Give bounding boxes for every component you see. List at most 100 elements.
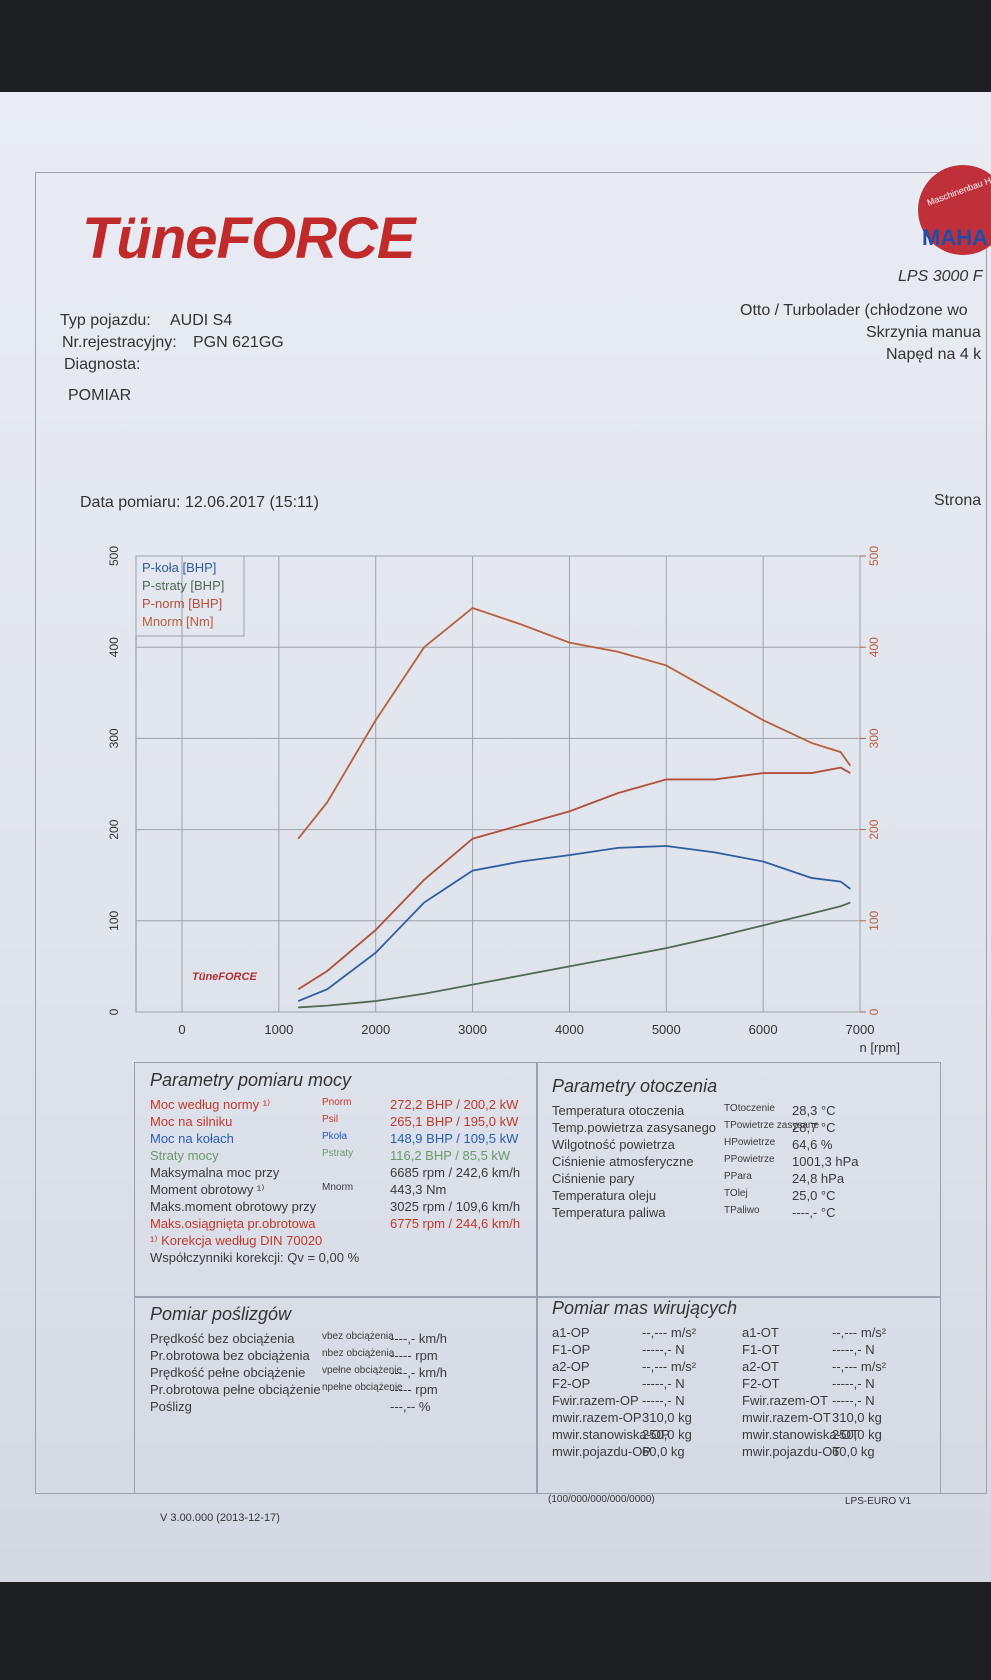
table-cell: -----,- N xyxy=(832,1376,875,1391)
table-cell: F2-OP xyxy=(552,1376,591,1391)
table-cell: F1-OP xyxy=(552,1342,591,1357)
watermark: TüneFORCE xyxy=(192,971,257,983)
software: LPS-EURO V1 xyxy=(845,1496,912,1507)
table-row: Temperatura otoczenia TOtoczenie 28,3 °C xyxy=(552,1103,932,1120)
emblem-brand: MAHA xyxy=(922,225,988,250)
table-row: Prędkość bez obciążenia vbez obciążenia --… xyxy=(150,1331,540,1348)
logo: TüneFORCE xyxy=(82,206,416,271)
table-cell: Wilgotność powietrza xyxy=(552,1137,675,1152)
table-cell: 24,8 hPa xyxy=(792,1171,845,1186)
y2-tick-label: 400 xyxy=(867,637,881,657)
table-cell: 64,6 % xyxy=(792,1137,833,1152)
table-cell: 60,0 kg xyxy=(832,1444,875,1459)
x-tick-label: 0 xyxy=(178,1022,185,1037)
table-row: F1-OP -----,- N F1-OT -----,- N xyxy=(552,1342,932,1359)
y2-tick-label: 0 xyxy=(867,1008,881,1015)
table-cell: 1001,3 hPa xyxy=(792,1154,859,1169)
table-title: Parametry otoczenia xyxy=(552,1076,718,1096)
table-row: a1-OP --,--- m/s² a1-OT --,--- m/s² xyxy=(552,1325,932,1342)
table-row: Pr.obrotowa pełne obciążenie npełne obcią… xyxy=(150,1382,540,1399)
table-cell: 28,7 °C xyxy=(792,1120,836,1135)
table-cell: PPara xyxy=(724,1171,752,1182)
table-cell: F2-OT xyxy=(742,1376,780,1391)
table-cell: mwir.razem-OP xyxy=(552,1410,642,1425)
y-tick-label: 0 xyxy=(107,1008,121,1015)
table-cell: 6775 rpm / 244,6 km/h xyxy=(390,1216,521,1231)
veh-label: Diagnosta: xyxy=(64,356,141,373)
y-tick-label: 500 xyxy=(107,546,121,566)
table-cell: nbez obciążenia xyxy=(322,1348,395,1359)
table-cell: 28,3 °C xyxy=(792,1103,836,1118)
table-cell: Fwir.razem-OP xyxy=(552,1393,639,1408)
table-row: Temperatura oleju TOlej 25,0 °C xyxy=(552,1188,932,1205)
table-cell: mwir.pojazdu-OT xyxy=(742,1444,841,1459)
table-row: Moc według normy ¹⁾ Pnorm 272,2 BHP / 200,… xyxy=(150,1097,540,1114)
ambient-table: Parametry otoczenia Temperatura otoczenia… xyxy=(552,1076,932,1222)
table-row: Maksymalna moc przy 6685 rpm / 242,6 km/h xyxy=(150,1165,540,1182)
table-cell: --,--- m/s² xyxy=(832,1359,887,1374)
table-row: Ciśnienie pary PPara 24,8 hPa xyxy=(552,1171,932,1188)
table-cell: Maksymalna moc przy xyxy=(150,1165,280,1180)
table-cell: 443,3 Nm xyxy=(390,1182,447,1197)
table-cell: 148,9 BHP / 109,5 kW xyxy=(390,1131,519,1146)
table-cell: mwir.pojazdu-OP xyxy=(552,1444,651,1459)
table-cell: -----,- N xyxy=(642,1393,685,1408)
table-cell: a1-OP xyxy=(552,1325,590,1340)
table-row: Temperatura paliwa TPaliwo ----,- °C xyxy=(552,1205,932,1222)
legend-entry: P-straty [BHP] xyxy=(142,578,224,593)
table-cell: Psil xyxy=(322,1114,339,1125)
veh-value: AUDI S4 xyxy=(170,312,233,329)
table-cell: ¹⁾ Korekcja według DIN 70020 xyxy=(150,1233,323,1248)
table-cell: TOtoczenie xyxy=(724,1103,775,1114)
series-line xyxy=(297,766,851,990)
table-row: Maks.osiągnięta pr.obrotowa 6775 rpm / 24… xyxy=(150,1216,540,1233)
table-cell: TPaliwo xyxy=(724,1205,760,1216)
table-row: Temp.powietrza zasysanego TPowietrze zasy… xyxy=(552,1120,932,1137)
table-cell: mwir.stanowiska-OP xyxy=(552,1427,670,1442)
table-row: Fwir.razem-OP -----,- N Fwir.razem-OT -----… xyxy=(552,1393,932,1410)
table-row: Straty mocy Pstraty 116,2 BHP / 85,5 kW xyxy=(150,1148,540,1165)
series-line xyxy=(297,606,852,840)
divider xyxy=(134,1296,941,1298)
table-cell: Pr.obrotowa pełne obciążenie xyxy=(150,1382,321,1397)
page-label: Strona xyxy=(934,492,982,509)
table-cell: mwir.stanowiska-OT xyxy=(742,1427,860,1442)
x-tick-label: 1000 xyxy=(264,1022,293,1037)
table-cell: 3025 rpm / 109,6 km/h xyxy=(390,1199,521,1214)
table-row: F2-OP -----,- N F2-OT -----,- N xyxy=(552,1376,932,1393)
version: V 3.00.000 (2013-12-17) xyxy=(160,1512,280,1524)
section: POMIAR xyxy=(68,387,132,404)
table-row: Współczynniki korekcji: Qv = 0,00 % xyxy=(150,1250,540,1267)
table-cell: --,--- m/s² xyxy=(642,1325,697,1340)
table-row: Wilgotność powietrza HPowietrze 64,6 % xyxy=(552,1137,932,1154)
table-cell: Moc na silniku xyxy=(150,1114,233,1129)
table-cell: 250,0 kg xyxy=(832,1427,882,1442)
legend-box xyxy=(135,555,245,637)
series-line xyxy=(298,901,851,1009)
table-cell: ----- rpm xyxy=(390,1348,438,1363)
table-cell: -----,- N xyxy=(642,1342,685,1357)
y2-tick-label: 300 xyxy=(867,728,881,748)
chart: 0 1000 2000 3000 4000 5000 6000 700001002003004… xyxy=(107,546,900,1055)
table-cell: 265,1 BHP / 195,0 kW xyxy=(390,1114,519,1129)
table-row: mwir.stanowiska-OP 250,0 kg mwir.stanowisk… xyxy=(552,1427,932,1444)
table-title: Pomiar poślizgów xyxy=(150,1304,292,1324)
legend-entry: Mnorm [Nm] xyxy=(142,614,214,629)
table-title: Parametry pomiaru mocy xyxy=(150,1070,352,1090)
code: (100/000/000/000/0000) xyxy=(548,1494,655,1505)
table-cell: Poślizg xyxy=(150,1399,192,1414)
table-cell: PPowietrze xyxy=(724,1154,775,1165)
table-cell: ----- rpm xyxy=(390,1382,438,1397)
table-cell: npełne obciążenie xyxy=(322,1382,403,1393)
table-cell: --,--- m/s² xyxy=(642,1359,697,1374)
table-cell: 6685 rpm / 242,6 km/h xyxy=(390,1165,521,1180)
table-row: Maks.moment obrotowy przy 3025 rpm / 109,… xyxy=(150,1199,540,1216)
table-cell: ----,- °C xyxy=(792,1205,836,1220)
x-axis-label: n [rpm] xyxy=(860,1040,900,1055)
veh-right: Skrzynia manua xyxy=(866,324,981,341)
table-cell: Ciśnienie atmosferyczne xyxy=(552,1154,694,1169)
table-cell: a1-OT xyxy=(742,1325,779,1340)
table-cell: Maks.osiągnięta pr.obrotowa xyxy=(150,1216,316,1231)
table-row: a2-OP --,--- m/s² a2-OT --,--- m/s² xyxy=(552,1359,932,1376)
table-cell: Fwir.razem-OT xyxy=(742,1393,828,1408)
